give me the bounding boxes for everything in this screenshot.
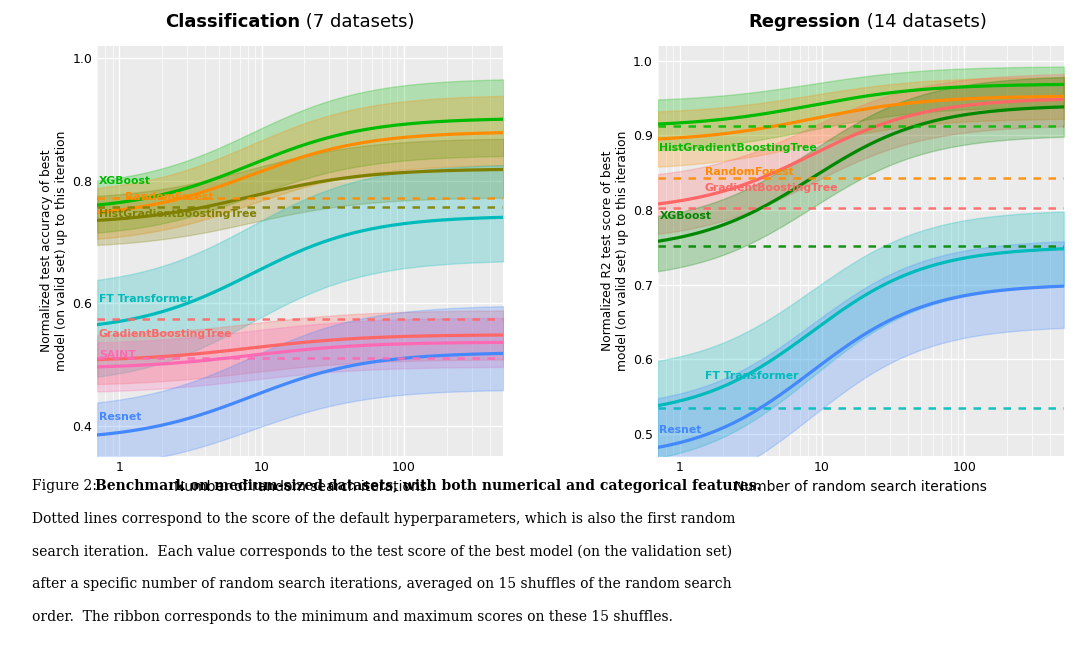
Y-axis label: Normalized R2 test score of best
model (on valid set) up to this iteration: Normalized R2 test score of best model (… — [600, 131, 629, 371]
X-axis label: Number of random search iterations: Number of random search iterations — [174, 480, 427, 494]
Text: HistGradientBoostingTree: HistGradientBoostingTree — [660, 143, 818, 153]
Text: Regression: Regression — [748, 13, 861, 31]
Text: GradientBoostingTree: GradientBoostingTree — [99, 329, 232, 339]
Text: search iteration.  Each value corresponds to the test score of the best model (o: search iteration. Each value corresponds… — [32, 544, 732, 559]
Text: SAINT: SAINT — [99, 349, 136, 360]
Text: (14 datasets): (14 datasets) — [861, 13, 987, 31]
Text: GradientBoostingTree: GradientBoostingTree — [705, 183, 838, 192]
Text: FT Transformer: FT Transformer — [99, 295, 192, 304]
Text: Classification: Classification — [165, 13, 300, 31]
Text: Dotted lines correspond to the score of the default hyperparameters, which is al: Dotted lines correspond to the score of … — [32, 512, 735, 526]
Text: HistGradientBoostingTree: HistGradientBoostingTree — [99, 209, 257, 218]
Text: XGBoost: XGBoost — [660, 211, 712, 221]
Text: (7 datasets): (7 datasets) — [300, 13, 415, 31]
Text: XGBoost: XGBoost — [99, 175, 151, 186]
Text: RandomForest: RandomForest — [705, 167, 794, 177]
X-axis label: Number of random search iterations: Number of random search iterations — [734, 480, 987, 494]
Text: Benchmark on medium-sized datasets, with both numerical and categorical features: Benchmark on medium-sized datasets, with… — [95, 479, 761, 493]
Text: Figure 2:: Figure 2: — [32, 479, 102, 493]
Text: Resnet: Resnet — [660, 424, 702, 434]
Text: after a specific number of random search iterations, averaged on 15 shuffles of : after a specific number of random search… — [32, 577, 732, 591]
Text: FT Transformer: FT Transformer — [705, 372, 798, 381]
Text: RandomForest: RandomForest — [125, 192, 214, 202]
Y-axis label: Normalized test accuracy of best
model (on valid set) up to this iteration: Normalized test accuracy of best model (… — [40, 131, 68, 371]
Text: Resnet: Resnet — [99, 411, 141, 422]
Text: order.  The ribbon corresponds to the minimum and maximum scores on these 15 shu: order. The ribbon corresponds to the min… — [32, 610, 673, 623]
